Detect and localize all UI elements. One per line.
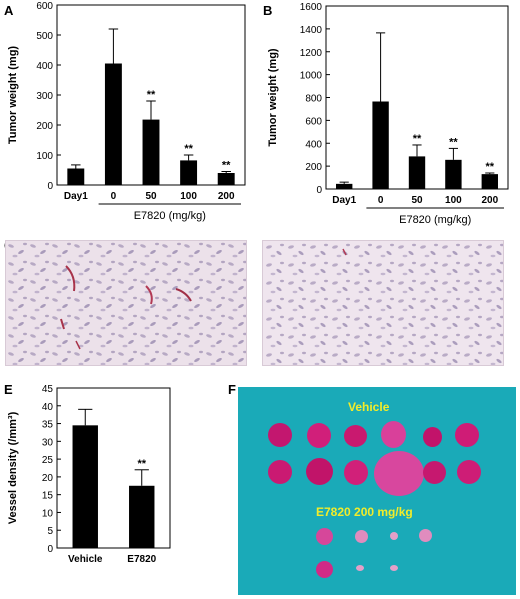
x-tick-label: Vehicle	[68, 554, 103, 565]
tumor	[355, 530, 368, 543]
bar	[408, 156, 426, 189]
bar	[104, 63, 122, 185]
micrograph-c	[5, 240, 247, 366]
x-axis-label: E7820 (mg/kg)	[399, 214, 471, 226]
y-tick-label: 500	[36, 31, 53, 42]
significance-mark: **	[222, 160, 231, 172]
bar	[336, 183, 353, 189]
tumor	[423, 427, 442, 447]
bar	[67, 168, 85, 185]
y-tick-label: 1400	[300, 25, 323, 36]
tumor-photo: Vehicle E7820 200 mg/kg	[238, 387, 516, 595]
tumor	[306, 458, 333, 485]
bar	[445, 159, 462, 189]
significance-mark: **	[184, 143, 193, 155]
x-tick-label: Day1	[64, 191, 88, 202]
y-tick-label: 600	[305, 116, 322, 127]
x-tick-label: 0	[111, 191, 117, 202]
bar	[129, 485, 155, 548]
panel-letter-a: A	[4, 3, 14, 18]
micrograph-c-image	[6, 241, 246, 365]
y-tick-label: 20	[42, 473, 54, 484]
chart-a: 0 100 200 300 400 500 600 Day1 0 ** 50 ** 100 ** 200 Tu…	[7, 1, 246, 222]
chart-e: 0 5 10 15 20 25 30 35 40 45 Vehicle ** E7820 Vessel d…	[7, 384, 171, 565]
tumor	[344, 425, 367, 447]
y-tick-label: 25	[42, 455, 54, 466]
significance-mark: **	[486, 161, 495, 173]
x-tick-label: 50	[145, 191, 157, 202]
y-tick-label: 400	[36, 61, 53, 72]
bar	[180, 160, 198, 185]
y-tick-label: 400	[305, 139, 322, 150]
tumor	[381, 421, 406, 448]
micrograph-d-image	[263, 241, 503, 365]
tumor	[344, 460, 368, 485]
micrograph-d	[262, 240, 504, 366]
y-tick-label: 0	[47, 544, 53, 555]
tumor	[356, 565, 364, 571]
y-tick-label: 200	[305, 162, 322, 173]
y-tick-label: 30	[42, 437, 54, 448]
y-tick-label: 15	[42, 491, 54, 502]
tumor	[307, 423, 331, 448]
y-tick-label: 10	[42, 508, 54, 519]
x-tick-label: 100	[180, 191, 197, 202]
x-tick-label: 200	[481, 195, 498, 206]
y-tick-label: 200	[36, 121, 53, 132]
bar	[142, 119, 160, 185]
plot-frame	[56, 387, 171, 549]
x-tick-label: 0	[378, 195, 384, 206]
y-tick-label: 300	[36, 91, 53, 102]
significance-mark: **	[147, 89, 156, 101]
tumor	[390, 532, 398, 540]
panel-letter-f: F	[228, 382, 236, 397]
tumor	[316, 561, 333, 578]
tumor	[374, 451, 424, 496]
e7820-label: E7820 200 mg/kg	[316, 505, 413, 519]
y-tick-label: 5	[47, 526, 53, 537]
tumor	[316, 528, 333, 545]
x-tick-label: 200	[218, 191, 235, 202]
x-axis-label: E7820 (mg/kg)	[134, 210, 206, 222]
tumor	[268, 460, 292, 484]
bar	[72, 425, 98, 548]
significance-mark: **	[449, 136, 458, 148]
tumor	[423, 461, 446, 484]
y-tick-label: 35	[42, 420, 54, 431]
y-tick-label: 1600	[300, 2, 323, 13]
vehicle-label: Vehicle	[348, 400, 390, 414]
tumor	[268, 423, 292, 447]
panel-letter-b: B	[263, 3, 273, 18]
y-tick-label: 100	[36, 151, 53, 162]
chart-b: 0 200 400 600 800 1000 1200 1400 1600 Day1 0 ** 50 **…	[267, 2, 509, 226]
y-tick-label: 45	[42, 384, 54, 395]
bar	[481, 174, 498, 189]
bar	[372, 101, 389, 189]
significance-mark: **	[413, 133, 422, 145]
y-tick-label: 0	[316, 185, 322, 196]
tumor	[457, 460, 481, 484]
y-axis-label: Tumor weight (mg)	[267, 48, 279, 147]
x-tick-label: 50	[411, 195, 423, 206]
y-tick-label: 0	[47, 181, 53, 192]
bar	[217, 173, 235, 185]
y-tick-label: 1000	[300, 71, 323, 82]
y-tick-label: 600	[36, 1, 53, 12]
panel-letter-e: E	[4, 382, 13, 397]
y-tick-label: 40	[42, 402, 54, 413]
x-tick-label: E7820	[127, 554, 156, 565]
x-tick-label: Day1	[332, 195, 356, 206]
y-tick-label: 1200	[300, 48, 323, 59]
significance-mark: **	[137, 458, 146, 470]
tumor	[390, 565, 398, 571]
y-axis-label: Vessel density (/mm³)	[7, 411, 19, 524]
x-tick-label: 100	[445, 195, 462, 206]
tumor	[419, 529, 432, 542]
y-axis-label: Tumor weight (mg)	[7, 46, 19, 145]
y-tick-label: 800	[305, 94, 322, 105]
tumor	[455, 423, 479, 447]
